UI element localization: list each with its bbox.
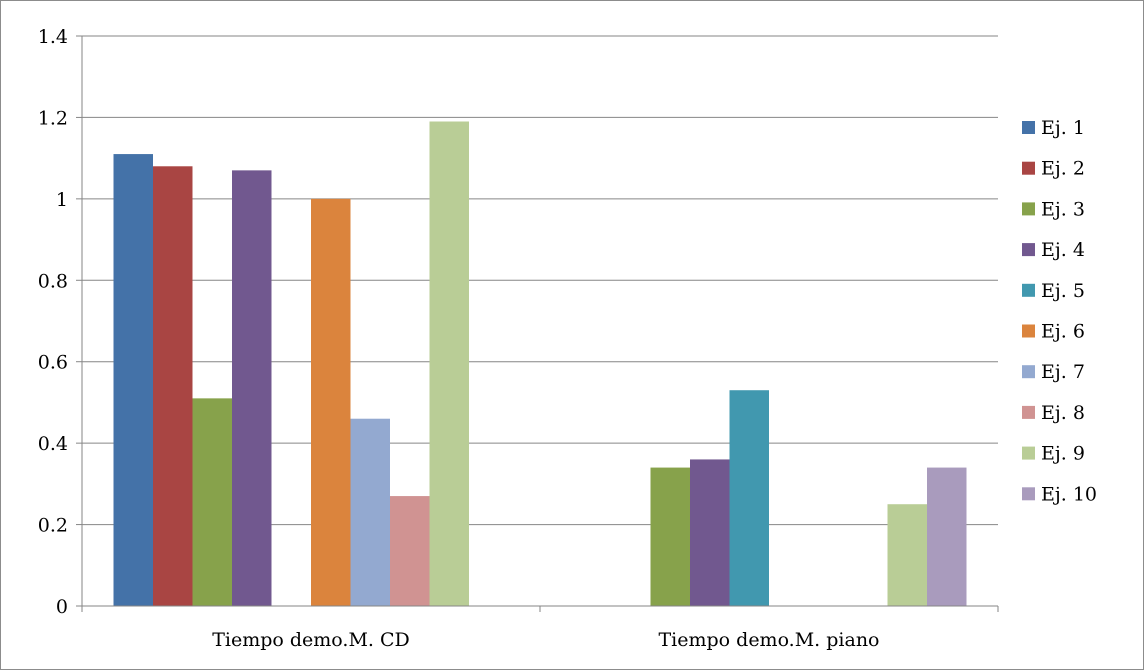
legend-swatch [1022,446,1035,460]
bar-ej-7-1 [350,418,390,606]
legend: Ej. 1 Ej. 2 Ej. 3 Ej. 4 Ej. 5 Ej. 6 Ej. 7 Ej. 8… [1022,117,1097,505]
legend-swatch [1022,243,1035,257]
y-tick-label: 1.2 [38,107,68,129]
legend-label: Ej. 9 [1041,443,1085,465]
bar-ej-4-1 [232,170,272,606]
legend-swatch [1022,365,1035,379]
bar-ej-9-2 [887,504,927,606]
legend-label: Ej. 7 [1041,361,1085,383]
bar-ej-1-1 [113,154,153,607]
legend-label: Ej. 1 [1041,117,1085,139]
y-tick-label: 0.6 [38,352,68,374]
legend-swatch [1022,202,1035,216]
legend-label: Ej. 2 [1041,158,1085,180]
bar-ej-3-1 [192,398,232,606]
legend-label: Ej. 6 [1041,321,1085,343]
y-ticks: 0 0.2 0.4 0.6 0.8 1 1.2 1.4 [38,26,82,618]
bars [113,121,967,607]
y-tick-label: 0 [56,596,68,618]
legend-label: Ej. 3 [1041,198,1085,220]
legend-swatch [1022,161,1035,175]
bar-ej-10-2 [927,467,967,606]
legend-swatch [1022,324,1035,338]
y-tick-label: 0.8 [38,270,68,292]
y-tick-label: 1.4 [38,26,68,48]
legend-swatch [1022,405,1035,419]
y-tick-label: 0.2 [38,515,68,537]
x-ticks: Tiempo demo.M. CD Tiempo demo.M. piano [81,606,999,651]
bar-ej-9-1 [429,121,469,606]
bar-ej-6-1 [311,198,351,606]
y-tick-label: 0.4 [38,433,68,455]
legend-label: Ej. 10 [1041,483,1097,505]
y-tick-label: 1 [56,189,68,211]
x-category-label: Tiempo demo.M. CD [212,629,410,651]
bar-ej-8-1 [390,496,430,606]
bar-ej-5-2 [729,390,769,606]
legend-swatch [1022,283,1035,297]
bar-ej-2-1 [153,166,193,607]
legend-swatch [1022,121,1035,134]
legend-label: Ej. 5 [1041,280,1085,302]
legend-label: Ej. 4 [1041,239,1085,261]
x-category-label: Tiempo demo.M. piano [659,629,880,651]
legend-swatch [1022,487,1035,501]
legend-label: Ej. 8 [1041,402,1085,424]
bar-ej-3-2 [650,467,690,606]
bar-ej-4-2 [690,459,730,606]
